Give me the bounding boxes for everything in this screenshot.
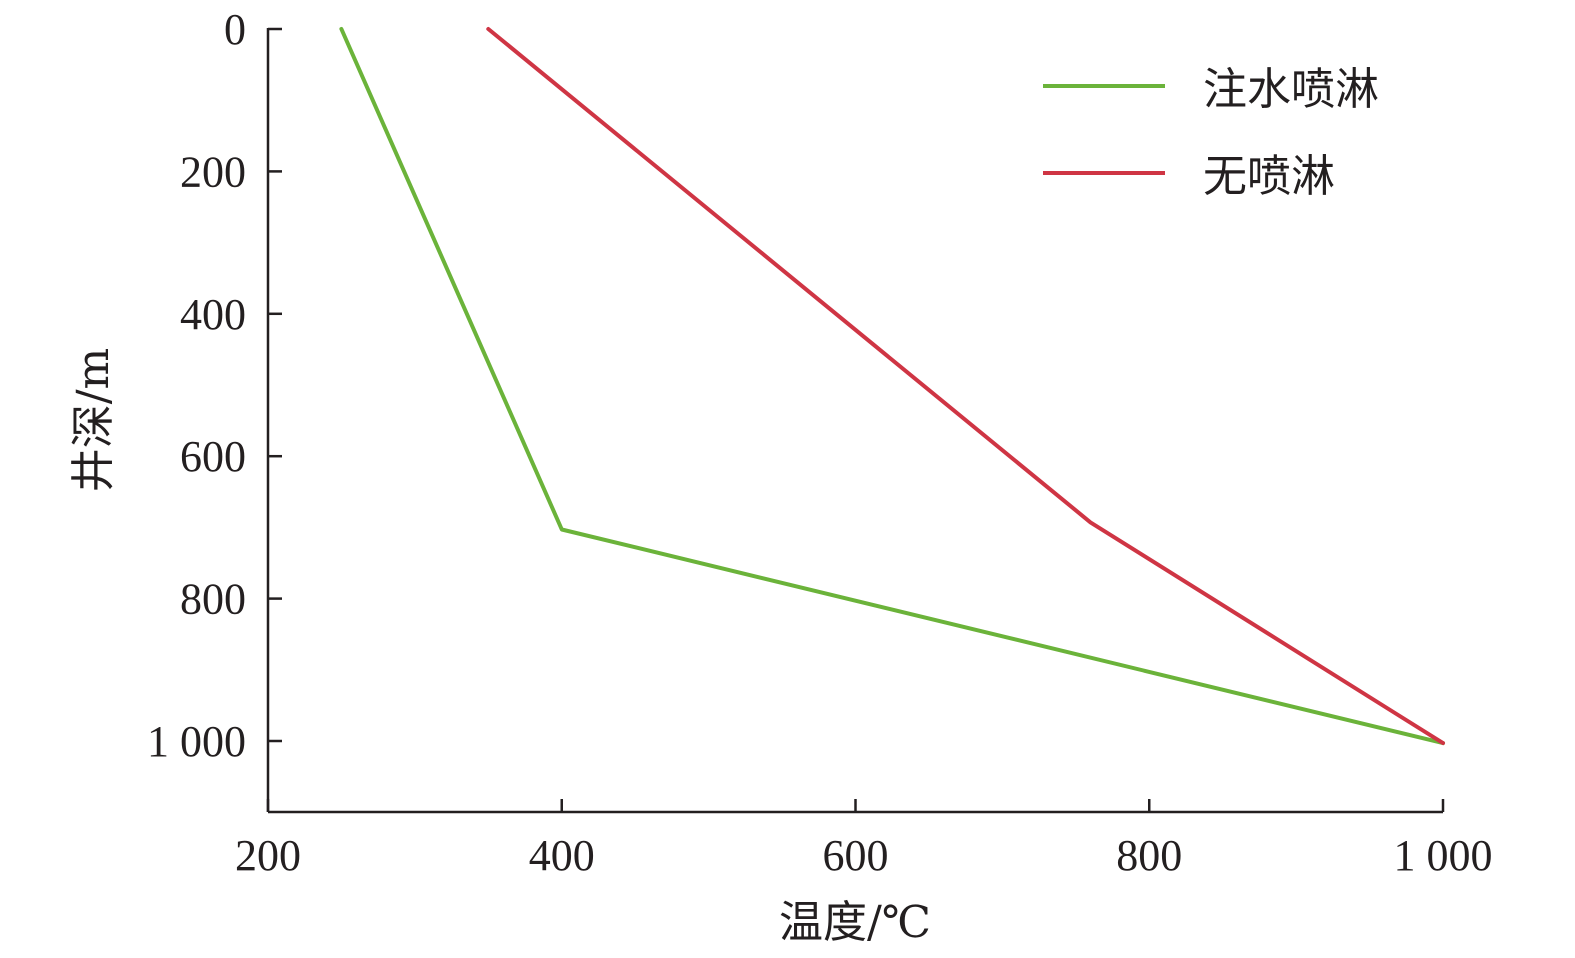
y-tick-label: 200 [180,147,246,196]
y-ticks: 0 200 400 600 800 1 000 [147,5,282,766]
series-layer [339,27,1445,746]
axes [266,28,1443,814]
y-tick-label: 400 [180,290,246,339]
y-tick-label: 600 [180,432,246,481]
x-tick-label: 200 [235,831,301,880]
y-tick-label: 800 [180,575,246,624]
series-line [339,27,1445,746]
legend: 注水喷淋 无喷淋 [1043,64,1379,202]
legend-item: 注水喷淋 [1043,64,1379,115]
y-tick-label: 0 [224,5,246,54]
x-axis-title: 温度/℃ [779,897,931,948]
y-axis-title: 井深/m [68,348,119,493]
legend-label: 无喷淋 [1203,151,1335,202]
x-tick-label: 800 [1116,831,1182,880]
x-tick-label: 400 [529,831,595,880]
legend-label: 注水喷淋 [1203,64,1379,115]
y-tick-label: 1 000 [147,717,246,766]
x-tick-label: 600 [823,831,889,880]
series-line [486,27,1445,746]
legend-item: 无喷淋 [1043,151,1335,202]
x-tick-label: 1 000 [1394,831,1493,880]
x-ticks: 200 400 600 800 1 000 [235,799,1493,880]
